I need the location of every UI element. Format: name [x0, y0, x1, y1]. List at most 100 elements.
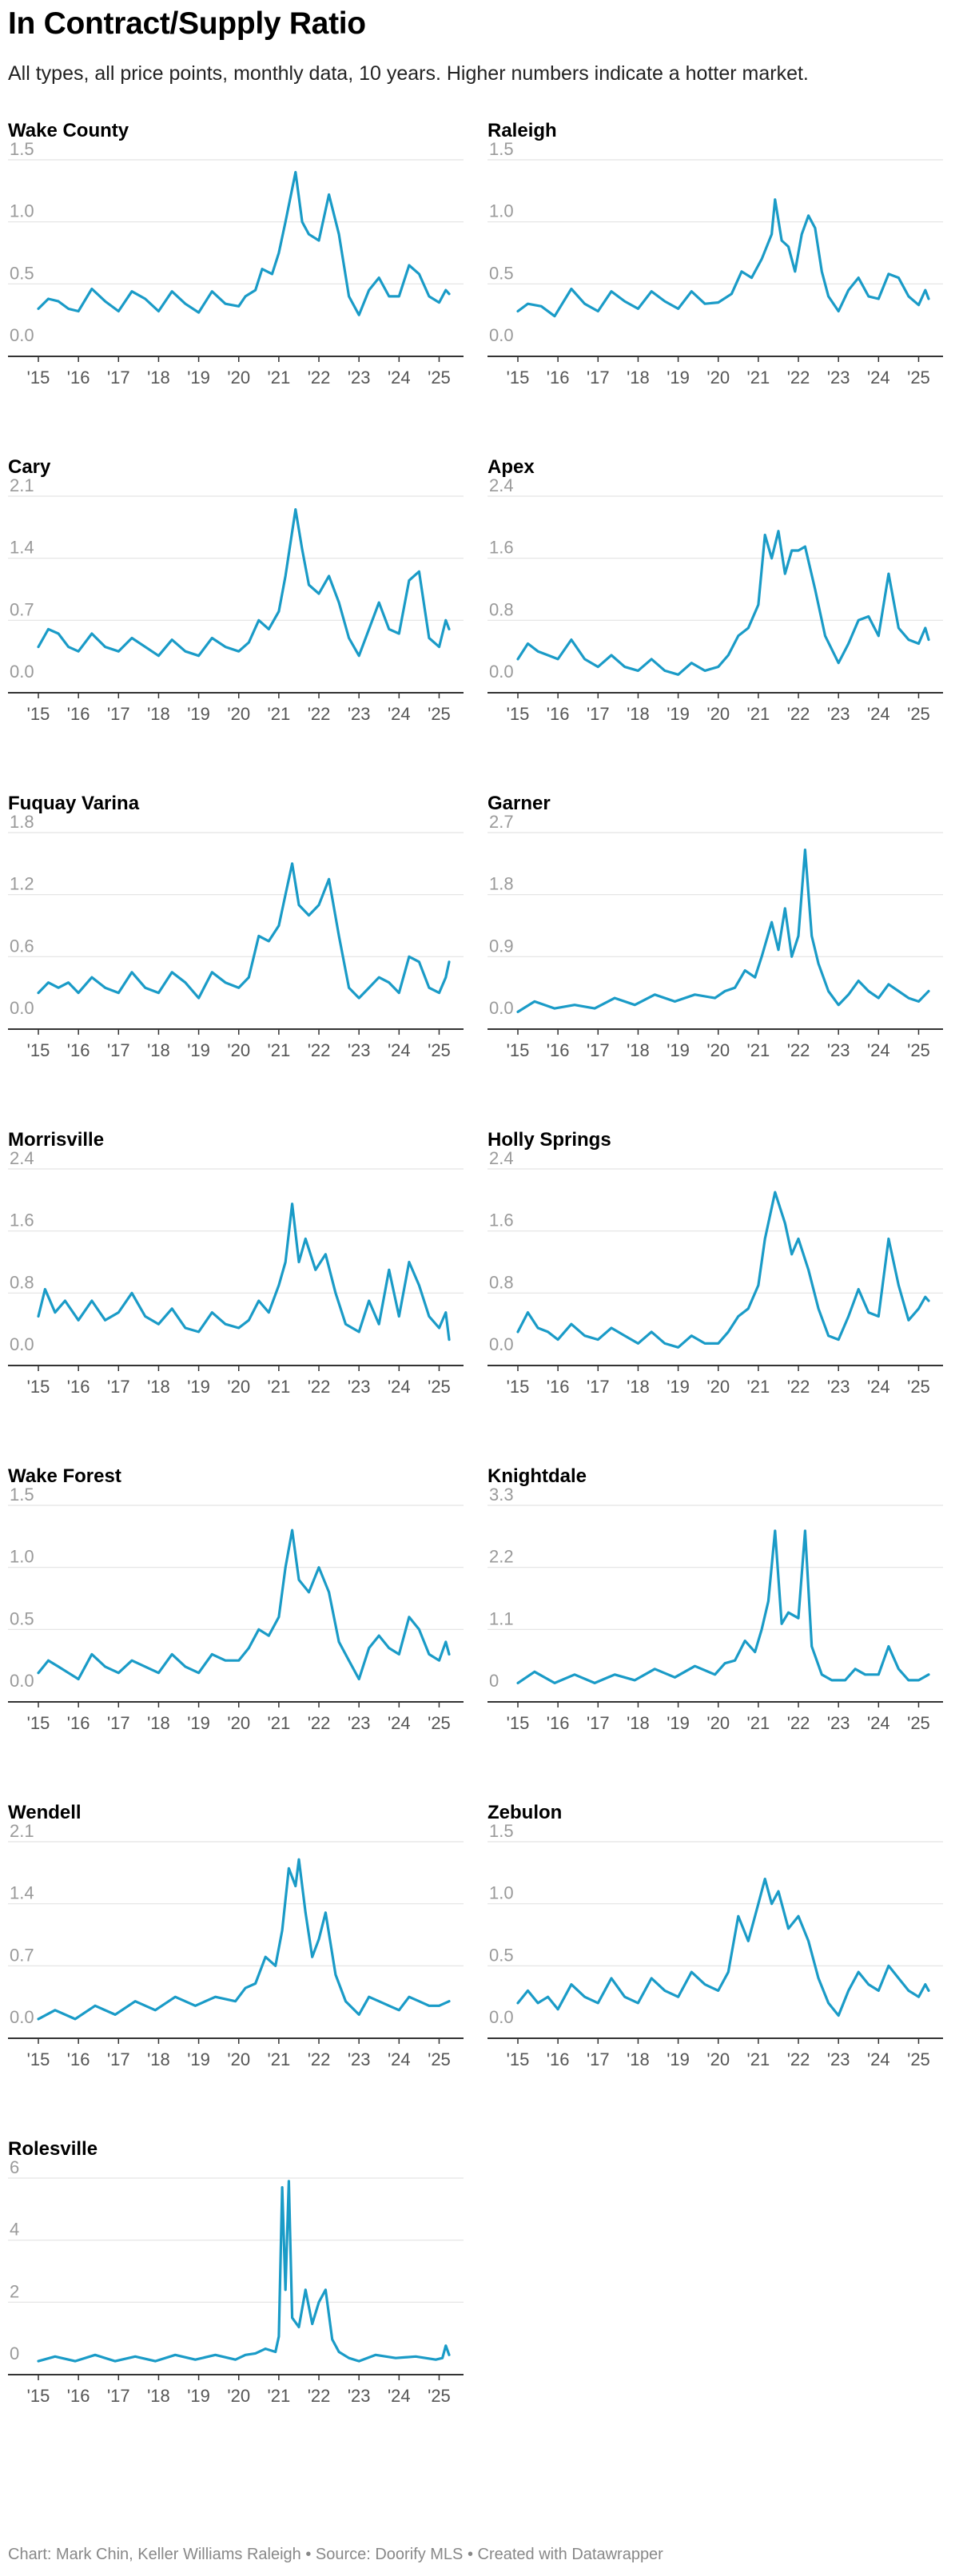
x-tick-label: '20	[227, 1377, 250, 1397]
chart-panel: Rolesville 0 2 4 6 '15 '16 '17 '18 '19 '20 '21 '22 '2…	[8, 2138, 464, 2412]
series-line	[37, 170, 451, 316]
y-tick-label: 0.0	[10, 1334, 34, 1354]
y-tick-label: 0.5	[489, 1945, 514, 1965]
x-tick-label: '21	[268, 704, 291, 724]
x-tick-label: '25	[428, 1040, 451, 1060]
x-tick-label: '16	[547, 704, 570, 724]
y-tick-label: 1.5	[489, 1821, 514, 1841]
x-tick-label: '22	[308, 1377, 331, 1397]
x-tick-label: '18	[627, 2049, 650, 2069]
series-line	[37, 2180, 451, 2363]
x-tick-label: '25	[907, 1377, 930, 1397]
y-tick-label: 1.1	[489, 1608, 514, 1628]
panel-title: Morrisville	[8, 1129, 105, 1151]
x-tick-label: '21	[268, 2049, 291, 2069]
x-tick-label: '15	[27, 1377, 50, 1397]
series-line	[516, 198, 930, 318]
y-tick-label: 0.0	[10, 325, 34, 345]
chart-footer: Chart: Mark Chin, Keller Williams Raleig…	[8, 2546, 663, 2563]
x-tick-label: '16	[67, 1713, 90, 1733]
x-tick-label: '19	[187, 704, 210, 724]
y-tick-label: 4	[10, 2220, 19, 2240]
x-tick-label: '17	[587, 1377, 610, 1397]
panel-title: Wake County	[8, 120, 129, 141]
x-tick-label: '16	[67, 2049, 90, 2069]
x-tick-label: '18	[147, 704, 170, 724]
x-tick-label: '24	[388, 704, 411, 724]
line-chart: 0.0 0.8 1.6 2.4 '15 '16 '17 '18 '19 '20 '21 '22 '23 '…	[8, 1148, 464, 1397]
x-tick-label: '21	[747, 1377, 770, 1397]
series-line	[37, 862, 451, 1000]
x-tick-label: '21	[747, 1713, 770, 1733]
y-tick-label: 0.0	[489, 1334, 514, 1354]
x-tick-label: '15	[507, 2049, 530, 2069]
chart-panel: Apex 0.0 0.8 1.6 2.4 '15 '16 '17 '18 '19 '20 '21 '22…	[488, 456, 943, 730]
x-tick-label: '15	[27, 368, 50, 388]
y-tick-label: 2.1	[10, 1821, 34, 1841]
x-tick-label: '17	[587, 1713, 610, 1733]
panel-title: Apex	[488, 456, 535, 478]
x-tick-label: '24	[867, 1377, 890, 1397]
x-tick-label: '15	[27, 704, 50, 724]
y-tick-label: 0.0	[10, 1671, 34, 1691]
x-tick-label: '20	[706, 1713, 730, 1733]
panel-title: Fuquay Varina	[8, 793, 140, 814]
y-tick-label: 1.0	[10, 201, 34, 221]
x-tick-label: '25	[907, 1040, 930, 1060]
y-tick-label: 0.6	[10, 936, 34, 956]
x-tick-label: '20	[227, 1713, 250, 1733]
line-chart: 0.0 0.8 1.6 2.4 '15 '16 '17 '18 '19 '20 '21 '22 '23 '…	[488, 475, 943, 724]
chart-panel: Cary 0.0 0.7 1.4 2.1 '15 '16 '17 '18 '19 '20 '21 '22…	[8, 456, 464, 730]
x-tick-label: '25	[428, 368, 451, 388]
y-tick-label: 1.8	[10, 812, 34, 832]
series-line	[516, 530, 930, 676]
x-tick-label: '17	[587, 704, 610, 724]
panel-title: Holly Springs	[488, 1129, 611, 1151]
y-tick-label: 1.4	[10, 1883, 34, 1903]
x-tick-label: '24	[388, 368, 411, 388]
y-tick-label: 1.5	[489, 139, 514, 159]
x-tick-label: '23	[827, 704, 850, 724]
x-tick-label: '15	[27, 1713, 50, 1733]
x-tick-label: '19	[667, 1713, 690, 1733]
y-tick-label: 1.5	[10, 139, 34, 159]
x-tick-label: '16	[67, 368, 90, 388]
x-tick-label: '23	[348, 704, 371, 724]
y-tick-label: 0.0	[10, 998, 34, 1018]
panel-title: Wendell	[8, 1802, 82, 1823]
x-tick-label: '23	[348, 368, 371, 388]
x-tick-label: '18	[147, 1377, 170, 1397]
x-tick-label: '25	[428, 1377, 451, 1397]
y-tick-label: 1.0	[489, 1883, 514, 1903]
x-tick-label: '21	[747, 368, 770, 388]
series-line	[37, 1203, 451, 1342]
chart-panel: Morrisville 0.0 0.8 1.6 2.4 '15 '16 '17 '18 '19 '2…	[8, 1129, 464, 1403]
x-tick-label: '22	[787, 2049, 810, 2069]
x-tick-label: '17	[587, 2049, 610, 2069]
y-tick-label: 0	[489, 1671, 499, 1691]
x-tick-label: '20	[706, 1377, 730, 1397]
y-tick-label: 0.0	[10, 2007, 34, 2027]
x-tick-label: '25	[428, 1713, 451, 1733]
x-tick-label: '21	[747, 1040, 770, 1060]
x-tick-label: '24	[867, 368, 890, 388]
chart-panel: Wake County 0.0 0.5 1.0 1.5 '15 '16 '17 '18 '19 '2…	[8, 120, 464, 394]
x-tick-label: '18	[147, 2386, 170, 2406]
x-tick-label: '19	[187, 1377, 210, 1397]
x-tick-label: '24	[388, 1040, 411, 1060]
x-tick-label: '15	[507, 1377, 530, 1397]
y-tick-label: 3.3	[489, 1485, 514, 1505]
x-tick-label: '17	[107, 1040, 130, 1060]
y-tick-label: 0.8	[10, 1272, 34, 1292]
x-tick-label: '18	[627, 704, 650, 724]
x-tick-label: '20	[706, 1040, 730, 1060]
x-tick-label: '23	[348, 2386, 371, 2406]
x-tick-label: '15	[507, 1713, 530, 1733]
chart-panel: Fuquay Varina 0.0 0.6 1.2 1.8 '15 '16 '17 '18 '19…	[8, 793, 464, 1067]
y-tick-label: 0.7	[10, 599, 34, 619]
x-tick-label: '18	[627, 368, 650, 388]
chart-title: In Contract/Supply Ratio	[8, 6, 366, 41]
x-tick-label: '16	[67, 704, 90, 724]
x-tick-label: '19	[667, 2049, 690, 2069]
